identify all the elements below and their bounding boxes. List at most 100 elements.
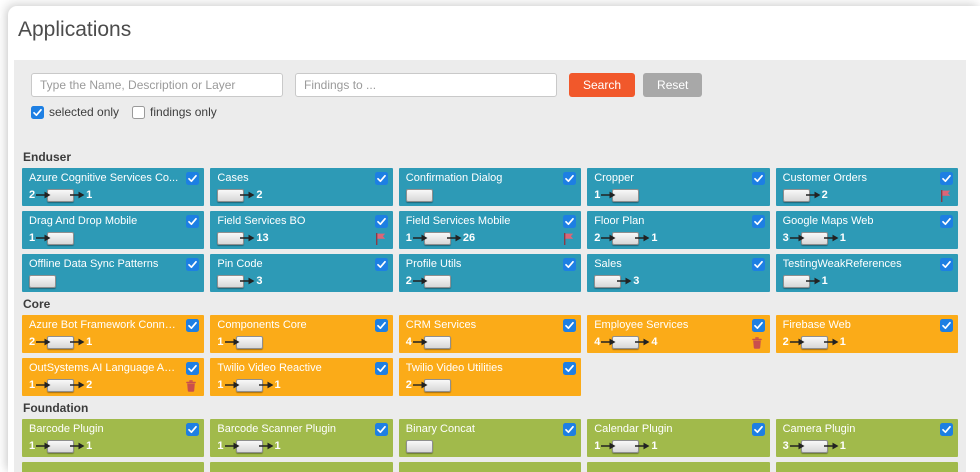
app-tile[interactable]: Cases 2 [210, 168, 393, 206]
consumers-count: 2 [29, 189, 36, 201]
dependency-glyph: 1 [594, 187, 640, 203]
app-tile-checkbox[interactable] [374, 258, 388, 271]
app-tile-checkbox[interactable] [939, 258, 953, 271]
dependency-glyph: 3 [594, 273, 639, 289]
app-tile-checkbox[interactable] [374, 319, 388, 332]
app-tile-checkbox[interactable] [374, 423, 388, 436]
app-tile-title: Floor Plan [594, 215, 645, 227]
trash-badge [751, 336, 763, 349]
app-tile-checkbox[interactable] [374, 362, 388, 375]
arrow-in-icon [412, 276, 428, 286]
app-tile-checkbox[interactable] [563, 423, 577, 436]
trash-icon [186, 380, 197, 392]
app-tile[interactable]: Components Core 1 [210, 315, 393, 353]
app-tile[interactable]: Barcode Scanner Plugin 1 1 [210, 419, 393, 457]
app-tile[interactable]: Confirmation Dialog [398, 168, 582, 206]
app-tile[interactable]: Twilio Video Utilities 2 [398, 358, 582, 396]
app-tile-partial[interactable] [398, 462, 582, 472]
findings-only-checkbox[interactable] [132, 105, 146, 119]
app-tile-checkbox[interactable] [939, 215, 953, 228]
app-tile[interactable]: Firebase Web 2 1 [775, 315, 958, 353]
app-tile-title: Profile Utils [405, 258, 462, 270]
arrow-out-icon [823, 441, 839, 451]
app-tile[interactable]: Binary Concat [398, 419, 582, 457]
app-tile[interactable]: Azure Cognitive Services Co... 2 1 [22, 168, 205, 206]
app-tile-checkbox[interactable] [939, 423, 953, 436]
app-tile-checkbox[interactable] [374, 172, 388, 185]
app-tile[interactable]: Camera Plugin 3 1 [775, 419, 958, 457]
arrow-out-icon [240, 276, 255, 286]
app-tile-checkbox[interactable] [186, 423, 200, 436]
app-tile[interactable]: Customer Orders 2 [775, 168, 958, 206]
app-tile-checkbox[interactable] [751, 423, 765, 436]
arrow-in-icon [224, 337, 240, 347]
app-tile[interactable]: Google Maps Web 3 1 [775, 211, 958, 249]
producers-count: 1 [839, 232, 846, 244]
checkmark-icon [563, 319, 577, 332]
app-tile[interactable]: Offline Data Sync Patterns [22, 254, 205, 292]
app-tile[interactable]: Employee Services 4 4 [587, 315, 770, 353]
app-tile[interactable]: Sales 3 [587, 254, 770, 292]
arrow-out-icon [258, 380, 274, 390]
app-tile-checkbox[interactable] [563, 215, 577, 228]
app-tile-partial[interactable] [22, 462, 205, 472]
app-tile-partial[interactable] [587, 462, 770, 472]
app-tile[interactable]: Profile Utils 2 [398, 254, 582, 292]
consumers-count: 1 [29, 440, 36, 452]
consumers-count: 4 [594, 336, 601, 348]
app-tile-checkbox[interactable] [751, 258, 765, 271]
app-tile-checkbox[interactable] [563, 258, 577, 271]
flag-icon [375, 233, 385, 245]
app-tile-checkbox[interactable] [563, 362, 577, 375]
consumers-count: 2 [405, 379, 412, 391]
name-search-input[interactable] [31, 73, 283, 97]
app-tile[interactable]: Floor Plan 2 1 [587, 211, 770, 249]
reset-button[interactable]: Reset [643, 73, 703, 97]
app-tile[interactable]: Azure Bot Framework Connector 2 1 [22, 315, 205, 353]
app-tile[interactable]: Drag And Drop Mobile 1 [22, 211, 205, 249]
app-tile[interactable]: OutSystems.AI Language Anal... 1 2 [22, 358, 205, 396]
checkmark-icon [563, 258, 577, 271]
checkmark-icon [751, 319, 765, 332]
app-tile[interactable]: Field Services Mobile 1 26 [398, 211, 582, 249]
app-tile-checkbox[interactable] [186, 258, 200, 271]
arrow-out-icon [635, 337, 650, 347]
module-box-icon [405, 439, 433, 453]
app-tile[interactable]: CRM Services 4 [398, 315, 582, 353]
app-tile-checkbox[interactable] [939, 319, 953, 332]
checkmark-icon [186, 172, 200, 185]
app-tile-checkbox[interactable] [563, 319, 577, 332]
app-tile-checkbox[interactable] [751, 172, 765, 185]
app-tile-title: Calendar Plugin [594, 423, 673, 435]
arrow-in-icon [36, 380, 51, 390]
app-tile-checkbox[interactable] [563, 172, 577, 185]
app-tile-checkbox[interactable] [751, 215, 765, 228]
app-tile[interactable]: Cropper 1 [587, 168, 770, 206]
app-tile[interactable]: Pin Code 3 [210, 254, 393, 292]
app-tile-checkbox[interactable] [186, 362, 200, 375]
app-tile-title: Firebase Web [782, 319, 851, 331]
sections: Enduser Azure Cognitive Services Co... 2 1 C… [22, 150, 958, 472]
app-tile-checkbox[interactable] [186, 319, 200, 332]
findings-search-input[interactable] [295, 73, 557, 97]
app-tile[interactable]: Field Services BO 13 [210, 211, 393, 249]
arrow-out-icon [240, 233, 255, 243]
flag-badge [375, 232, 386, 245]
app-tile[interactable]: Twilio Video Reactive 1 1 [210, 358, 393, 396]
dependency-glyph [29, 273, 56, 289]
dependency-glyph: 2 [217, 187, 263, 203]
app-tile-checkbox[interactable] [751, 319, 765, 332]
app-tile[interactable]: TestingWeakReferences 1 [775, 254, 958, 292]
app-tile-checkbox[interactable] [939, 172, 953, 185]
app-tile-checkbox[interactable] [186, 215, 200, 228]
app-tile[interactable]: Calendar Plugin 1 1 [587, 419, 770, 457]
app-tile-partial[interactable] [210, 462, 393, 472]
search-button[interactable]: Search [569, 73, 636, 97]
app-tile-partial[interactable] [775, 462, 958, 472]
app-tile[interactable]: Barcode Plugin 1 1 [22, 419, 205, 457]
selected-only-checkbox[interactable] [31, 105, 44, 119]
app-tile-checkbox[interactable] [186, 172, 200, 185]
app-tile-checkbox[interactable] [374, 215, 388, 228]
